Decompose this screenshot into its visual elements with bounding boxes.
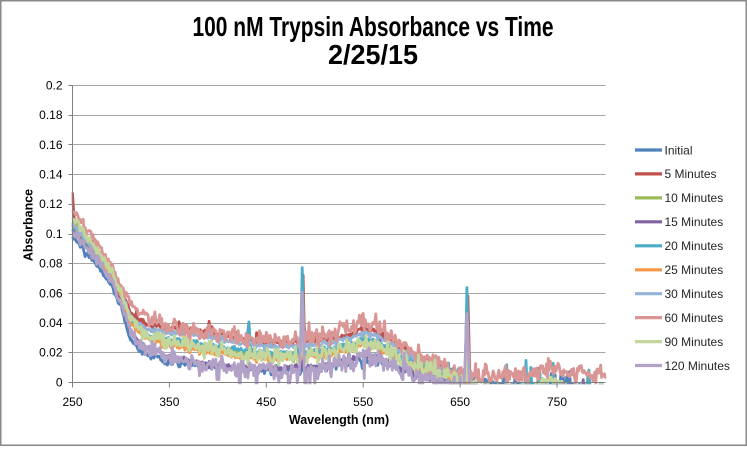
svg-text:0.14: 0.14 — [39, 168, 63, 182]
svg-text:100 nM Trypsin Absorbance vs T: 100 nM Trypsin Absorbance vs Time — [193, 11, 554, 42]
svg-text:5 Minutes: 5 Minutes — [665, 167, 717, 181]
svg-text:0.2: 0.2 — [46, 78, 63, 92]
svg-text:2/25/15: 2/25/15 — [328, 39, 418, 70]
svg-text:250: 250 — [62, 395, 82, 409]
svg-text:Initial: Initial — [665, 143, 693, 157]
svg-text:0.04: 0.04 — [39, 316, 63, 330]
svg-text:25 Minutes: 25 Minutes — [665, 263, 724, 277]
svg-text:0.08: 0.08 — [39, 257, 63, 271]
svg-text:0.18: 0.18 — [39, 108, 63, 122]
svg-text:Absorbance: Absorbance — [22, 189, 36, 261]
svg-text:30 Minutes: 30 Minutes — [665, 287, 724, 301]
svg-text:650: 650 — [450, 395, 470, 409]
svg-text:0.06: 0.06 — [39, 286, 63, 300]
svg-text:750: 750 — [547, 395, 567, 409]
svg-text:15 Minutes: 15 Minutes — [665, 215, 724, 229]
svg-text:550: 550 — [353, 395, 373, 409]
svg-text:60 Minutes: 60 Minutes — [665, 311, 724, 325]
svg-text:0.12: 0.12 — [39, 197, 63, 211]
svg-text:Wavelength (nm): Wavelength (nm) — [289, 413, 389, 427]
svg-text:350: 350 — [159, 395, 179, 409]
svg-text:10 Minutes: 10 Minutes — [665, 191, 724, 205]
svg-text:120 Minutes: 120 Minutes — [665, 359, 730, 373]
svg-text:0.02: 0.02 — [39, 346, 63, 360]
svg-text:0.16: 0.16 — [39, 138, 63, 152]
svg-text:20 Minutes: 20 Minutes — [665, 239, 724, 253]
svg-text:0: 0 — [56, 375, 63, 389]
svg-text:90 Minutes: 90 Minutes — [665, 335, 724, 349]
svg-text:0.1: 0.1 — [46, 227, 63, 241]
svg-text:450: 450 — [256, 395, 276, 409]
